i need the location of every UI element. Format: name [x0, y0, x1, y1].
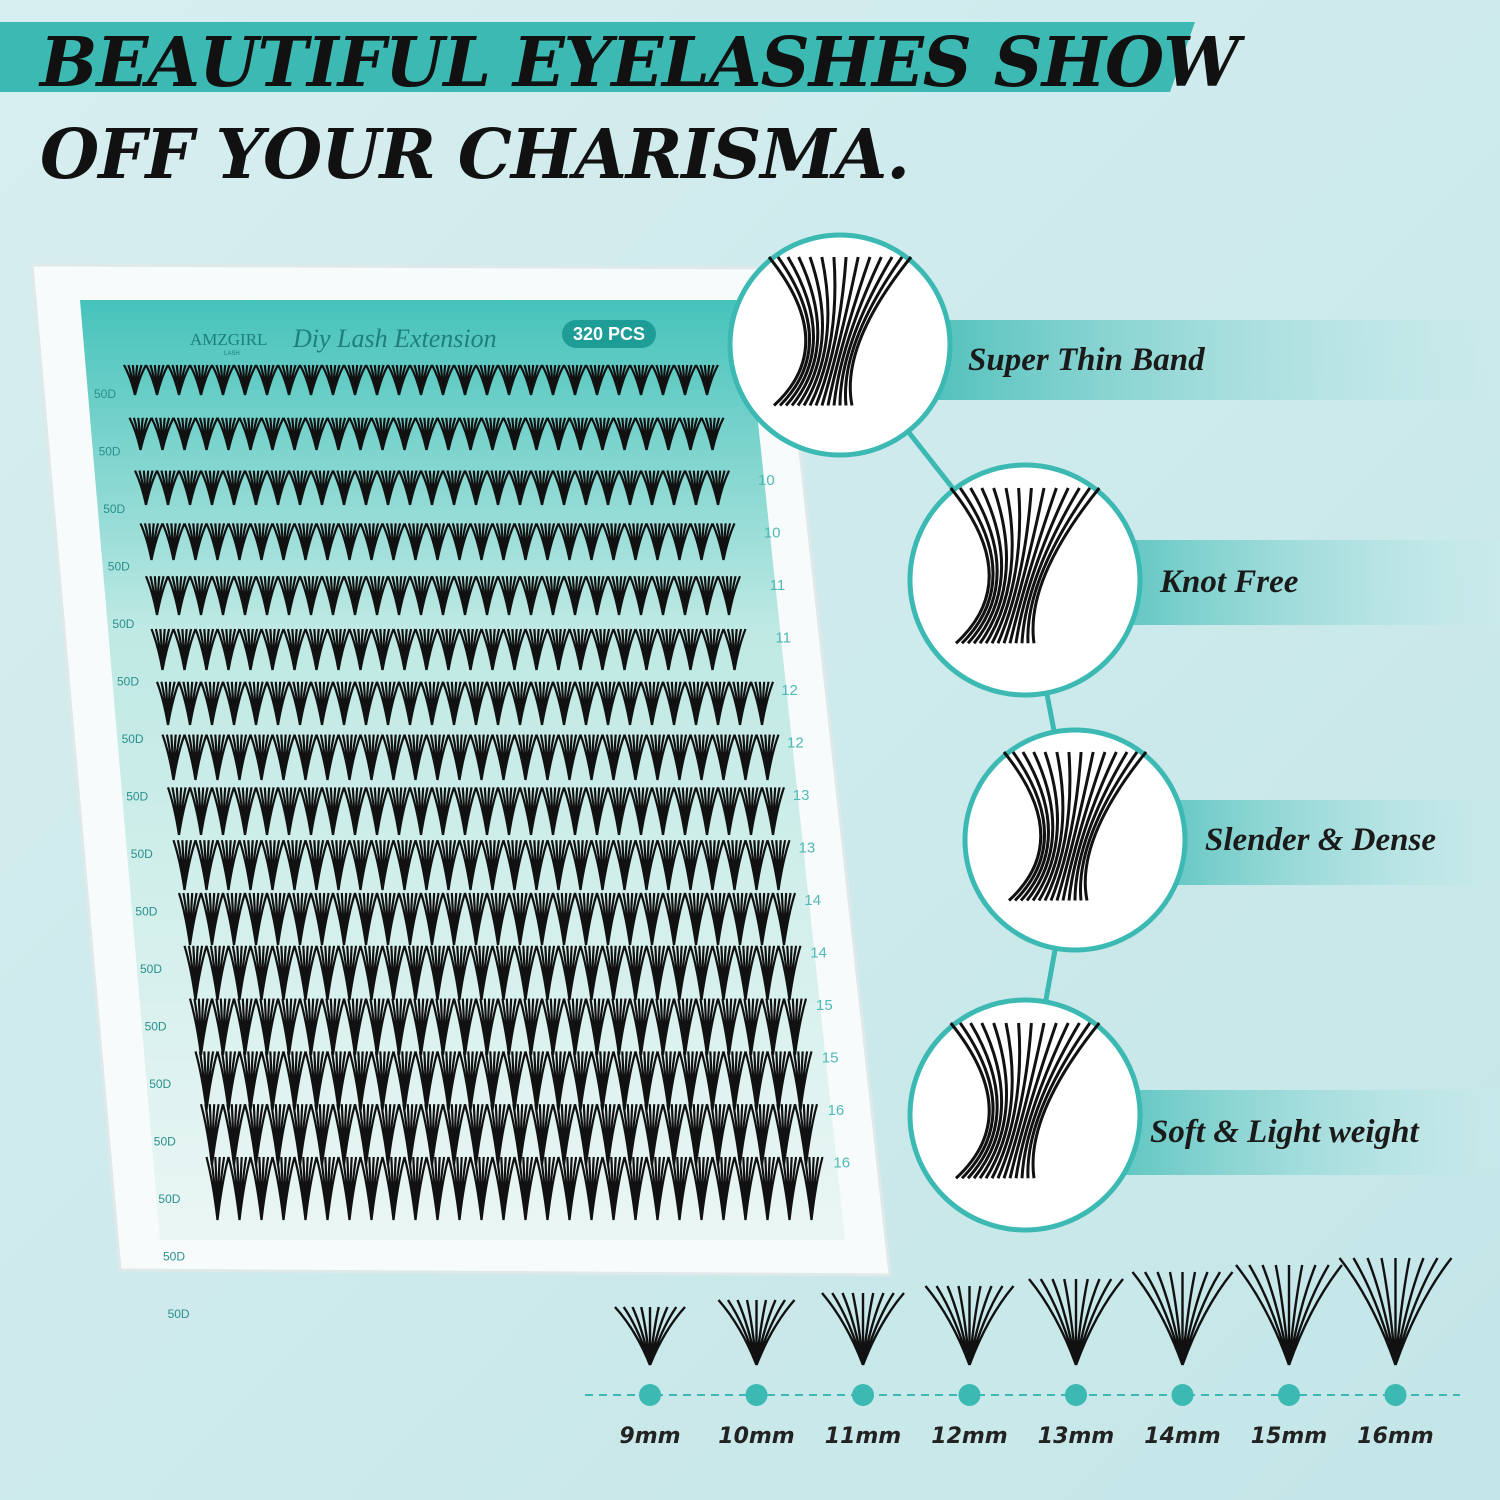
lash-row [155, 681, 775, 726]
lash-closeup [767, 256, 913, 407]
length-label: 10 [758, 472, 775, 489]
feature-label: Slender & Dense [1205, 822, 1436, 858]
product-name: Diy Lash Extension [292, 324, 497, 353]
lash-row [199, 1103, 819, 1166]
length-label: 15 [816, 997, 833, 1014]
lash-row [166, 787, 786, 836]
lash-closeup [949, 1022, 1101, 1180]
lash-row [123, 364, 719, 396]
count: 320 PCS [573, 324, 645, 344]
size-label: 15mm [1251, 1424, 1327, 1449]
size-dot [745, 1384, 768, 1406]
size-lash [821, 1292, 905, 1366]
lash-closeup [1002, 751, 1148, 902]
size-lash [1131, 1271, 1234, 1366]
feature-label: Super Thin Band [968, 342, 1205, 378]
row-label: 50D [131, 847, 153, 861]
features: Super Thin Band Knot Free Slender & Dense S… [727, 232, 1500, 1233]
row-label: 50D [117, 675, 139, 689]
brand-sub: LASH [224, 351, 240, 357]
length-label: 10 [764, 525, 781, 542]
size-dot [1384, 1384, 1407, 1406]
row-label: 50D [103, 502, 125, 516]
feature-ring [727, 232, 953, 458]
lash-row [177, 892, 797, 946]
row-label: 50D [112, 617, 134, 631]
length-label: 13 [799, 840, 816, 857]
size-dot [958, 1384, 981, 1406]
row-label: 50D [168, 1307, 190, 1321]
length-label: 11 [770, 577, 786, 594]
feature-ring [962, 727, 1188, 953]
lash-row [150, 628, 747, 671]
title-line: BEAUTIFUL EYELASHES SHOW [38, 23, 1245, 103]
size-dot [852, 1384, 874, 1406]
size-lash [1235, 1264, 1343, 1366]
row-label: 50D [158, 1192, 180, 1206]
length-label: 16 [828, 1102, 845, 1119]
lash-tray: AMZGIRL LASH Diy Lash Extension 320 PCS … [30, 263, 892, 1321]
row-label: 50D [135, 905, 157, 919]
lash-row [172, 839, 791, 891]
lash-row [139, 522, 736, 561]
row-label: 50D [149, 1077, 171, 1091]
row-label: 50D [108, 560, 130, 574]
length-label: 12 [787, 735, 804, 752]
lash-row [161, 734, 780, 781]
size-dot [639, 1384, 661, 1406]
title-line: OFF YOUR CHARISMA. [40, 115, 909, 195]
size-lash [1338, 1257, 1453, 1366]
size-label: 11mm [825, 1424, 901, 1449]
size-dot [1278, 1384, 1300, 1406]
feature-ring [907, 997, 1143, 1233]
lash-closeup [949, 487, 1101, 645]
size-lash [614, 1306, 686, 1366]
feature-label: Soft & Light weight [1150, 1114, 1419, 1150]
length-label: 16 [833, 1155, 850, 1172]
feature-label: Knot Free [1159, 564, 1298, 600]
row-label: 50D [126, 790, 148, 804]
title-band [0, 22, 1195, 92]
length-label: 14 [804, 892, 821, 909]
length-label: 12 [781, 682, 798, 699]
feature-ring [907, 462, 1143, 698]
size-lash [924, 1285, 1015, 1366]
size-label: 10mm [718, 1424, 794, 1449]
lash-row [144, 575, 742, 616]
lash-row [183, 945, 802, 1001]
size-label: 9mm [619, 1424, 680, 1449]
connector [838, 343, 1078, 1116]
row-label: 50D [163, 1250, 185, 1264]
size-lash [717, 1299, 796, 1366]
row-label: 50D [94, 387, 116, 401]
lash-row [188, 998, 808, 1056]
size-label: 16mm [1357, 1424, 1433, 1449]
row-label: 50D [122, 732, 144, 746]
row-label: 50D [99, 445, 121, 459]
size-dot [1171, 1384, 1194, 1406]
row-label: 50D [140, 962, 162, 976]
lash-row [128, 417, 725, 451]
length-label: 13 [793, 787, 810, 804]
lash-row [205, 1156, 824, 1221]
lash-row [134, 470, 730, 506]
row-label: 50D [154, 1135, 176, 1149]
count-badge [562, 320, 656, 348]
length-label: 11 [775, 630, 791, 647]
size-label: 12mm [931, 1424, 1007, 1449]
length-label: 14 [810, 945, 827, 962]
lash-row [194, 1051, 813, 1111]
length-label: 15 [822, 1050, 839, 1067]
size-lash [1028, 1278, 1124, 1366]
size-label: 14mm [1144, 1424, 1220, 1449]
size-label: 13mm [1038, 1424, 1114, 1449]
brand: AMZGIRL [190, 330, 267, 349]
row-label: 50D [145, 1020, 167, 1034]
size-dot [1065, 1384, 1087, 1406]
